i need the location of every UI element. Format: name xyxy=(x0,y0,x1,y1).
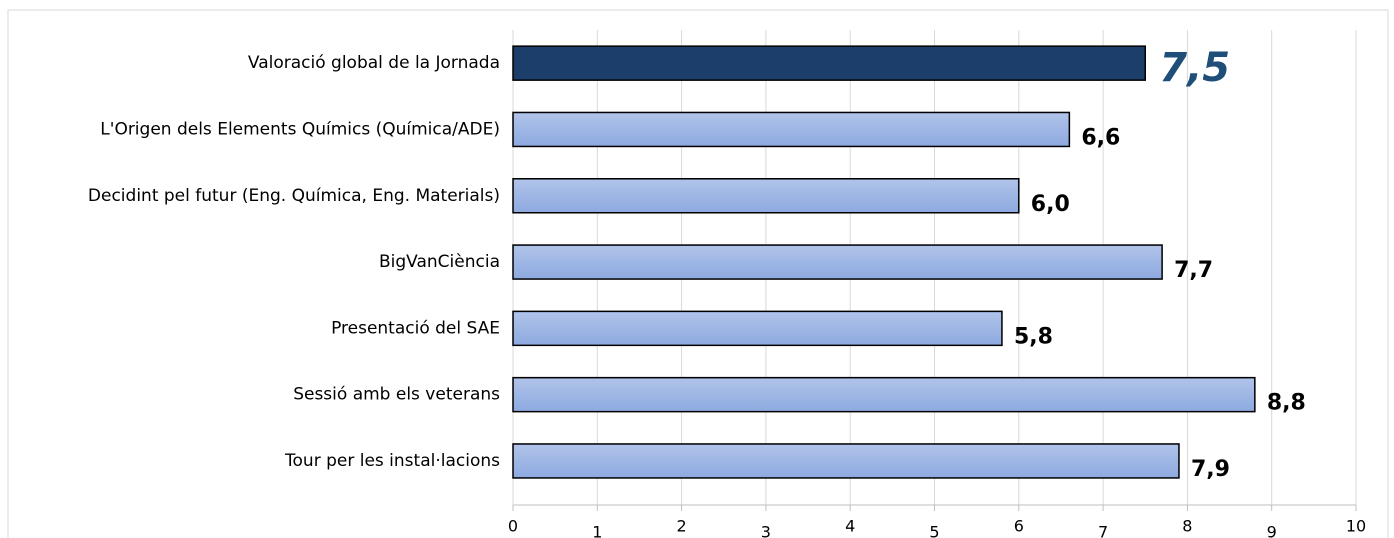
x-tick-label: 7 xyxy=(1098,523,1108,538)
bar-shine xyxy=(514,378,1254,411)
value-label: 7,7 xyxy=(1174,258,1213,283)
value-label: 8,8 xyxy=(1267,391,1306,416)
x-tick-label: 2 xyxy=(677,517,687,536)
chart-frame xyxy=(7,9,1389,538)
bar-shine xyxy=(514,113,1069,146)
x-tick-label: 5 xyxy=(929,523,939,538)
x-tick-label: 3 xyxy=(761,523,771,538)
y-tick-label: Decidint pel futur (Eng. Química, Eng. M… xyxy=(88,186,500,206)
bar-shine xyxy=(514,179,1018,212)
bar-shine xyxy=(514,312,1001,345)
x-tick-label: 6 xyxy=(1014,517,1024,536)
value-label: 5,8 xyxy=(1014,324,1053,349)
value-label: 7,5 xyxy=(1159,45,1230,91)
x-tick-label: 4 xyxy=(845,517,855,536)
y-tick-label: BigVanCiència xyxy=(379,252,500,272)
bar xyxy=(512,45,1146,81)
value-label: 6,0 xyxy=(1031,192,1070,217)
y-tick-label: Tour per les instal·lacions xyxy=(284,451,500,471)
x-tick-label: 1 xyxy=(592,523,602,538)
y-tick-label: L'Origen dels Elements Químics (Química/… xyxy=(100,119,500,139)
y-tick-label: Valoració global de la Jornada xyxy=(248,53,500,73)
bar-shine xyxy=(514,246,1162,279)
y-tick-label: Sessió amb els veterans xyxy=(293,385,500,405)
x-tick-label: 0 xyxy=(508,517,518,536)
value-label: 6,6 xyxy=(1081,125,1120,150)
x-tick-label: 10 xyxy=(1346,517,1366,536)
x-tick-label: 9 xyxy=(1267,523,1277,538)
bar-shine xyxy=(514,444,1178,477)
y-tick-label: Presentació del SAE xyxy=(331,318,500,338)
value-label: 7,9 xyxy=(1191,457,1230,482)
x-tick-label: 8 xyxy=(1182,517,1192,536)
